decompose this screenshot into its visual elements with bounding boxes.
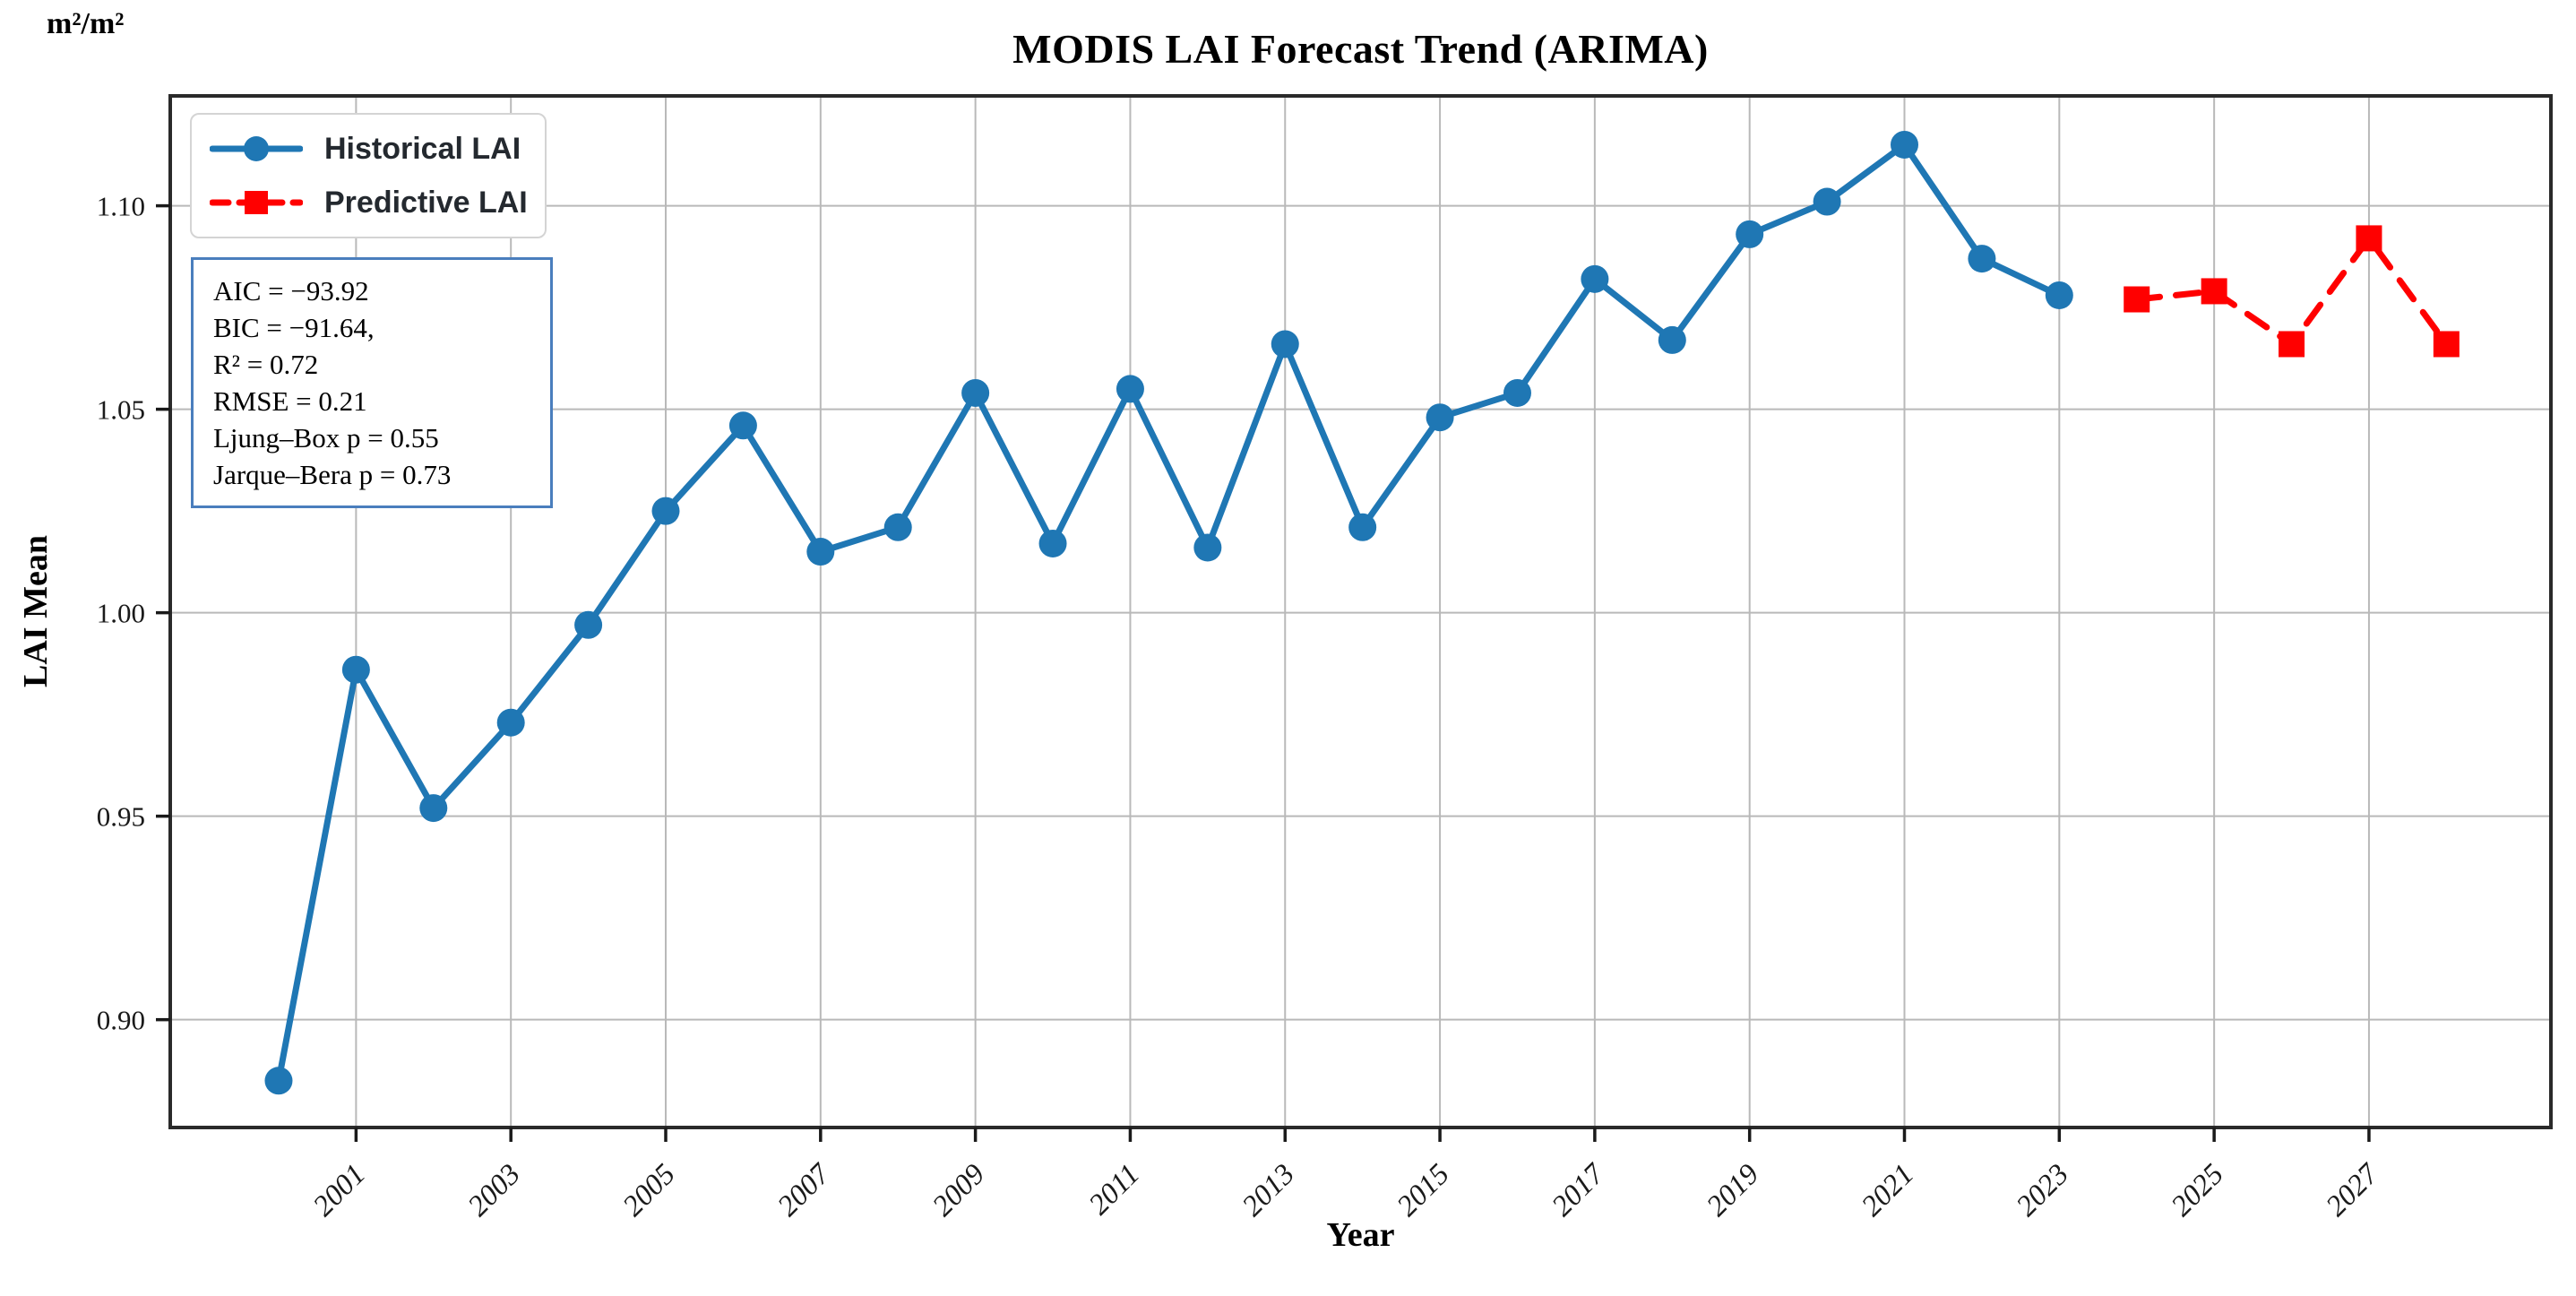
predictive-line-swatch xyxy=(210,191,303,214)
x-tick-label: 2021 xyxy=(1856,1158,1920,1223)
stats-line-bic: BIC = −91.64, xyxy=(213,312,375,343)
series-predictive-lai xyxy=(2124,225,2460,358)
stats-line-r2: R² = 0.72 xyxy=(213,349,319,380)
data-point-marker xyxy=(728,411,757,440)
series-historical-lai xyxy=(264,130,2073,1095)
x-tick-label: 2007 xyxy=(771,1157,837,1223)
chart-title: MODIS LAI Forecast Trend (ARIMA) xyxy=(1012,26,1709,72)
x-tick-label: 2023 xyxy=(2011,1158,2075,1223)
x-tick-label: 2003 xyxy=(462,1158,527,1223)
data-point-marker xyxy=(1891,130,1919,159)
data-point-marker xyxy=(1038,529,1067,557)
historical-line-swatch xyxy=(210,136,303,161)
y-axis-unit-label: m²/m² xyxy=(47,7,125,40)
data-point-marker xyxy=(1968,245,1996,273)
stats-line-aic: AIC = −93.92 xyxy=(213,275,369,307)
stats-line-rmse: RMSE = 0.21 xyxy=(213,385,367,417)
x-tick-label: 2011 xyxy=(1083,1158,1146,1221)
x-tick-label: 2013 xyxy=(1236,1158,1301,1223)
x-tick-label: 2017 xyxy=(1546,1157,1611,1223)
x-tick-label: 2015 xyxy=(1391,1158,1456,1223)
data-point-marker xyxy=(1736,220,1764,248)
data-point-marker xyxy=(2045,281,2073,309)
data-point-marker xyxy=(264,1067,293,1095)
data-point-marker xyxy=(2201,278,2227,305)
data-point-marker xyxy=(2356,225,2382,252)
plot-background xyxy=(170,96,2551,1128)
data-point-marker xyxy=(2433,331,2460,358)
data-point-marker xyxy=(651,497,680,525)
data-point-marker xyxy=(1426,403,1454,432)
y-tick-label: 0.90 xyxy=(97,1005,145,1036)
legend-swatch-marker xyxy=(244,136,269,161)
data-point-marker xyxy=(806,538,835,566)
legend-label-historical: Historical LAI xyxy=(324,131,521,166)
data-point-marker xyxy=(341,655,370,684)
data-point-marker xyxy=(1348,513,1377,541)
y-tick-label: 1.10 xyxy=(97,191,145,222)
data-point-marker xyxy=(1658,325,1686,354)
data-point-marker xyxy=(2279,331,2305,358)
data-point-marker xyxy=(1813,187,1841,216)
data-point-marker xyxy=(1271,330,1299,359)
history-line xyxy=(275,142,2063,1084)
y-tick-label: 1.05 xyxy=(97,394,145,426)
data-point-marker xyxy=(2124,286,2150,313)
data-point-marker xyxy=(1193,533,1222,562)
x-tick-label: 2009 xyxy=(926,1158,991,1223)
data-point-marker xyxy=(574,610,603,639)
legend-item-predictive: Predictive LAI xyxy=(210,179,536,226)
x-axis-label: Year xyxy=(1326,1216,1395,1254)
legend-item-historical: Historical LAI xyxy=(210,125,536,172)
x-tick-label: 2027 xyxy=(2320,1157,2385,1223)
y-tick-label: 1.00 xyxy=(97,598,145,629)
data-point-marker xyxy=(496,708,525,737)
x-tick-label: 2001 xyxy=(307,1158,372,1223)
data-point-marker xyxy=(1116,375,1144,403)
stats-box: AIC = −93.92 BIC = −91.64, R² = 0.72 RMS… xyxy=(191,257,553,508)
x-tick-label: 2019 xyxy=(1701,1158,1765,1223)
data-point-marker xyxy=(961,378,990,407)
stats-line-ljung-box: Ljung–Box p = 0.55 xyxy=(213,422,439,454)
y-tick-label: 0.95 xyxy=(97,801,145,833)
x-tick-label: 2025 xyxy=(2166,1158,2230,1223)
data-point-marker xyxy=(1503,378,1531,407)
legend: Historical LAI Predictive LAI xyxy=(190,113,547,238)
legend-swatch-marker xyxy=(245,191,268,214)
data-point-marker xyxy=(419,794,448,823)
stats-line-jarque-bera: Jarque–Bera p = 0.73 xyxy=(213,459,452,490)
data-point-marker xyxy=(883,513,912,541)
x-tick-label: 2005 xyxy=(617,1158,682,1223)
legend-label-predictive: Predictive LAI xyxy=(324,185,528,220)
data-point-marker xyxy=(1581,264,1609,293)
